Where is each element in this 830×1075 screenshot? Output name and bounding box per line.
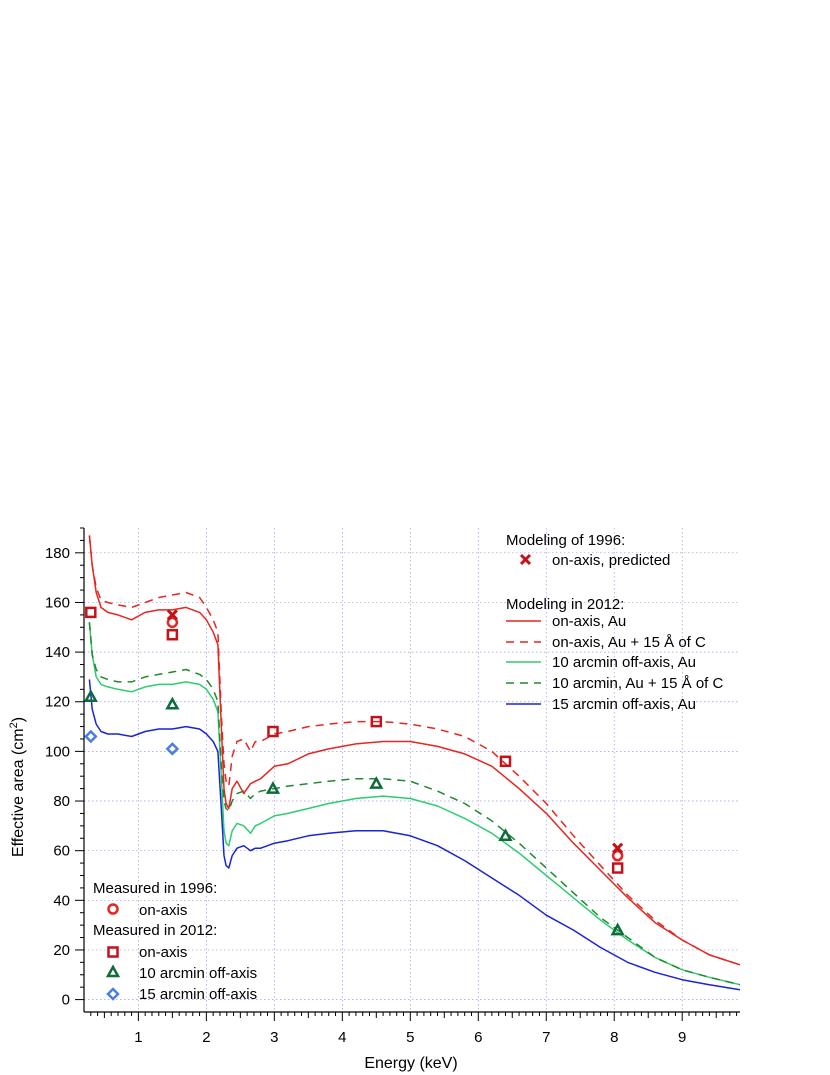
series-line-1	[88, 535, 741, 966]
legend-header-measured-2012: Measured in 2012:	[93, 922, 217, 939]
x-tick-label: 7	[542, 1029, 550, 1046]
point-2012-on-axis	[499, 755, 512, 768]
x-tick-label: 9	[678, 1029, 686, 1046]
legend-marker-predicted-icon	[519, 553, 532, 566]
legend-label-predicted: on-axis, predicted	[552, 552, 670, 569]
y-tick-label: 100	[45, 743, 70, 760]
x-axis-title: Energy (keV)	[364, 1055, 457, 1072]
y-tick-label: 160	[45, 594, 70, 611]
point-1996-on-axis	[611, 849, 624, 862]
point-2012-10arcmin	[265, 781, 281, 794]
predicted-cross-stroke	[612, 842, 624, 854]
y-tick-label: 140	[45, 644, 70, 661]
point-1996-predicted	[166, 609, 178, 621]
legend-label-10-au: 10 arcmin off-axis, Au	[552, 654, 696, 671]
series-line-2	[88, 622, 741, 986]
legend-header-measured-1996: Measured in 1996:	[93, 880, 217, 897]
x-tick-label: 2	[202, 1029, 210, 1046]
tick-labels: 0 20 40 60 80 100 120 140 160 180 1 2 3 4 5 6 7 8 9	[45, 545, 686, 1046]
point-2012-10arcmin	[498, 828, 513, 842]
point-2012-on-axis	[370, 715, 383, 728]
grid	[84, 528, 740, 1012]
y-tick-label: 60	[53, 843, 70, 860]
point-2012-10arcmin	[165, 696, 180, 710]
legend-label-on-axis-au: on-axis, Au	[552, 613, 626, 630]
y-tick-label: 20	[53, 942, 70, 959]
legend-marker-circle-icon	[107, 903, 119, 915]
point-2012-15arcmin	[84, 729, 98, 744]
y-tick-label: 80	[53, 793, 70, 810]
y-tick-label: 0	[62, 992, 70, 1009]
y-axis-title: Effective area (cm2)	[8, 717, 27, 857]
legend-label-15-au: 15 arcmin off-axis, Au	[552, 696, 696, 713]
legend-modeling: Modeling of 1996: on-axis, predicted Mod…	[506, 532, 724, 713]
x-tick-label: 4	[338, 1029, 346, 1046]
point-2012-on-axis	[611, 862, 624, 874]
legend-marker-diamond-icon	[106, 987, 120, 1001]
legend-label-on-axis-auc: on-axis, Au + 15 Å of C	[552, 634, 706, 651]
point-1996-on-axis	[166, 616, 179, 629]
point-2012-10arcmin	[610, 922, 625, 936]
point-2012-10arcmin	[83, 689, 98, 703]
measured-points	[83, 606, 625, 936]
y-tick-label: 40	[53, 892, 70, 909]
x-tick-label: 1	[134, 1029, 142, 1046]
legend-label-meas-2012-10: 10 arcmin off-axis	[139, 965, 257, 982]
legend-marker-triangle-icon	[105, 964, 121, 978]
x-tick-label: 3	[270, 1029, 278, 1046]
point-2012-on-axis	[267, 725, 279, 738]
legend-header-modeling-1996: Modeling of 1996:	[506, 532, 625, 549]
legend-measured: Measured in 1996: on-axis Measured in 20…	[93, 880, 257, 1003]
series-line-0	[88, 535, 741, 966]
x-tick-label: 8	[610, 1029, 618, 1046]
y-tick-label: 120	[45, 694, 70, 711]
predicted-cross-stroke	[166, 609, 178, 621]
series-lines	[88, 535, 741, 991]
point-2012-10arcmin	[369, 776, 384, 789]
axes	[75, 527, 740, 1021]
point-2012-15arcmin	[165, 742, 180, 756]
point-2012-on-axis	[85, 606, 97, 619]
point-1996-predicted	[612, 842, 624, 854]
series-line-4	[88, 679, 741, 991]
point-2012-on-axis	[166, 628, 179, 641]
series-line-3	[88, 622, 741, 986]
x-tick-label: 5	[406, 1029, 414, 1046]
legend-header-modeling-2012: Modeling in 2012:	[506, 596, 624, 613]
legend-label-meas-2012-15: 15 arcmin off-axis	[139, 986, 257, 1003]
legend-label-meas-2012-on: on-axis	[139, 944, 187, 961]
y-tick-label: 180	[45, 545, 70, 562]
legend-marker-square-icon	[107, 946, 119, 958]
x-tick-label: 6	[474, 1029, 482, 1046]
legend-label-10-auc: 10 arcmin, Au + 15 Å of C	[552, 675, 724, 692]
legend-label-meas-1996: on-axis	[139, 902, 187, 919]
